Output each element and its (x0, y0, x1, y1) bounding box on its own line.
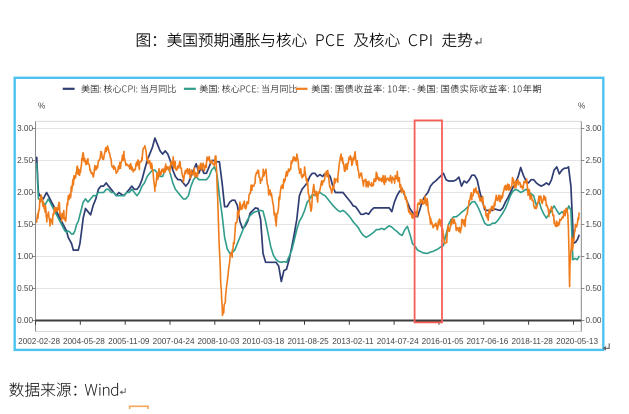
svg-text:2002-02-28: 2002-02-28 (18, 337, 60, 346)
svg-text:1.50: 1.50 (17, 220, 33, 229)
svg-text:2013-02-11: 2013-02-11 (332, 337, 374, 346)
svg-text:2017-06-16: 2017-06-16 (466, 337, 508, 346)
svg-text:1.50: 1.50 (586, 220, 602, 229)
svg-text:2018-11-28: 2018-11-28 (512, 337, 554, 346)
svg-text:0.50: 0.50 (17, 284, 33, 293)
svg-text:1.00: 1.00 (586, 252, 602, 261)
svg-text:3.00: 3.00 (586, 124, 602, 133)
svg-text:2016-01-05: 2016-01-05 (422, 337, 464, 346)
svg-text:2007-04-24: 2007-04-24 (153, 337, 195, 346)
svg-text:1.00: 1.00 (17, 252, 33, 261)
svg-text:%: % (38, 102, 45, 111)
svg-text:2005-11-09: 2005-11-09 (108, 337, 150, 346)
svg-text:%: % (578, 102, 585, 111)
svg-text:0.00: 0.00 (586, 316, 602, 325)
svg-text:3.00: 3.00 (17, 124, 33, 133)
svg-text:0.50: 0.50 (586, 284, 602, 293)
svg-text:2011-08-25: 2011-08-25 (287, 337, 329, 346)
svg-text:2.00: 2.00 (17, 188, 33, 197)
svg-text:2004-05-28: 2004-05-28 (63, 337, 105, 346)
svg-text:2.50: 2.50 (586, 156, 602, 165)
svg-text:2020-05-13: 2020-05-13 (556, 337, 598, 346)
svg-text:2008-10-03: 2008-10-03 (197, 337, 239, 346)
svg-text:0.00: 0.00 (17, 316, 33, 325)
svg-text:2010-03-18: 2010-03-18 (242, 337, 284, 346)
svg-text:2.50: 2.50 (17, 156, 33, 165)
svg-text:2.00: 2.00 (586, 188, 602, 197)
svg-text:2014-07-24: 2014-07-24 (377, 337, 419, 346)
